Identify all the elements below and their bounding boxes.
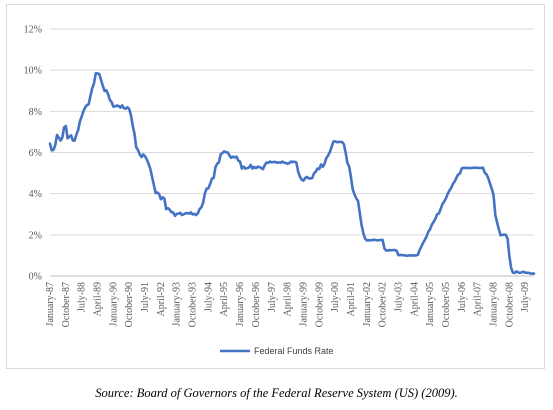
- x-tick-label: July-06: [457, 282, 468, 312]
- y-tick-label: 6%: [29, 148, 42, 159]
- x-tick-label: April-92: [156, 282, 167, 316]
- x-tick-label: January-93: [172, 282, 183, 326]
- x-tick-label: October-08: [504, 282, 515, 327]
- x-tick-label: January-87: [45, 282, 56, 326]
- x-tick-label: July-94: [203, 282, 214, 312]
- y-axis-tick-labels: 0% 2% 4% 6% 8% 10% 12%: [24, 25, 42, 283]
- legend-label: Federal Funds Rate: [254, 346, 334, 356]
- y-tick-label: 2%: [29, 230, 42, 241]
- legend: Federal Funds Rate: [220, 346, 334, 356]
- line-chart: 0% 2% 4% 6% 8% 10% 12% January-87 October-87 Jul…: [24, 25, 536, 356]
- x-tick-label: January-90: [108, 282, 119, 326]
- x-tick-label: January-99: [298, 282, 309, 326]
- x-tick-label: April-01: [346, 282, 357, 316]
- x-tick-label: January-08: [489, 282, 500, 326]
- source-caption: Source: Board of Governors of the Federa…: [95, 386, 458, 400]
- x-tick-label: July-91: [140, 282, 151, 312]
- x-tick-label: January-96: [235, 282, 246, 326]
- x-tick-label: October-87: [61, 282, 72, 327]
- x-tick-label: April-89: [93, 282, 104, 316]
- y-tick-label: 8%: [29, 107, 42, 118]
- x-tick-label: October-96: [251, 282, 262, 327]
- x-tick-label: October-99: [314, 282, 325, 327]
- x-tick-label: July-09: [520, 282, 531, 312]
- x-tick-label: April-98: [283, 282, 294, 316]
- x-tick-label: October-90: [124, 282, 135, 327]
- x-tick-label: October-05: [441, 282, 452, 327]
- x-tick-label: October-02: [378, 282, 389, 327]
- x-tick-label: January-05: [425, 282, 436, 326]
- x-tick-label: July-00: [330, 282, 341, 312]
- series-line-federal-funds-rate: [48, 71, 536, 275]
- x-tick-label: April-07: [473, 282, 484, 316]
- x-tick-label: October-93: [188, 282, 199, 327]
- x-tick-label: July-03: [393, 282, 404, 312]
- chart-frame: 0% 2% 4% 6% 8% 10% 12% January-87 October-87 Jul…: [6, 4, 545, 369]
- x-tick-label: July-97: [267, 282, 278, 312]
- x-tick-label: July-88: [77, 282, 88, 312]
- x-tick-label: January-02: [362, 282, 373, 326]
- y-tick-label: 10%: [24, 66, 42, 77]
- y-tick-label: 12%: [24, 25, 42, 36]
- x-tick-label: April-04: [409, 282, 420, 316]
- gridlines: [50, 28, 534, 236]
- x-axis-tick-labels: January-87 October-87 July-88 April-89 Janua…: [45, 282, 531, 327]
- y-tick-label: 0%: [29, 272, 42, 283]
- y-tick-label: 4%: [29, 189, 42, 200]
- x-tick-label: April-95: [219, 282, 230, 316]
